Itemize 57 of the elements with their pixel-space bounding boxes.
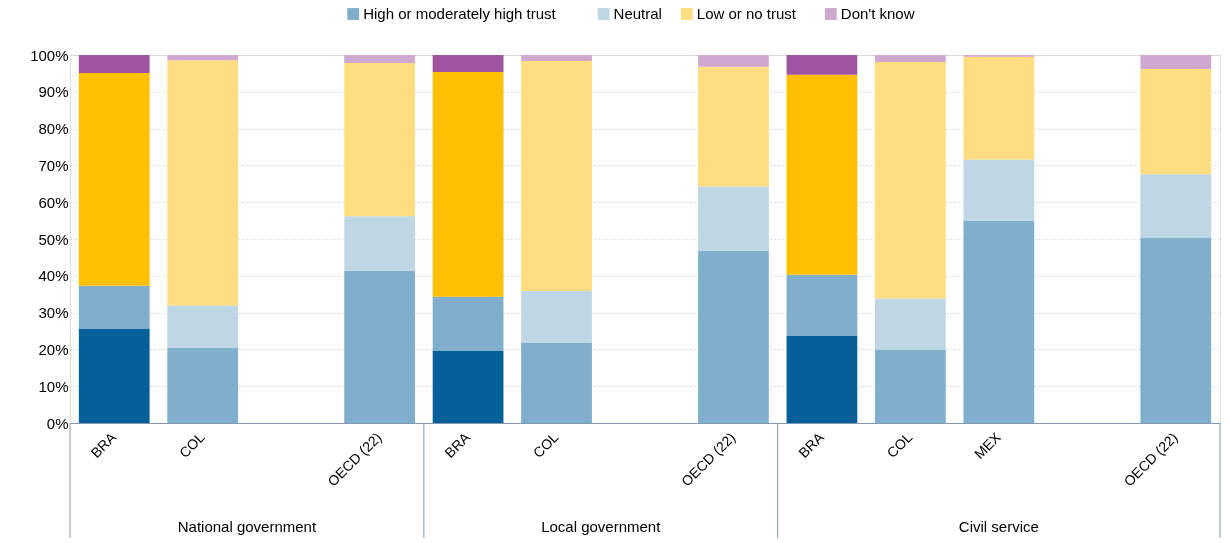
y-tick-label: 40%	[38, 267, 69, 285]
legend-label: Neutral	[613, 5, 662, 22]
x-tick-label: COL	[175, 428, 208, 461]
bar	[432, 350, 504, 423]
bar	[521, 342, 592, 423]
bar	[167, 347, 239, 423]
bar	[1140, 68, 1212, 175]
text: Local government	[541, 518, 662, 535]
bar	[344, 270, 415, 423]
text: Civil service	[958, 518, 1039, 535]
bar	[786, 74, 858, 275]
y-tick-label: 10%	[38, 377, 69, 395]
y-tick-label: 0%	[46, 414, 69, 432]
legend-label: Low or no trust	[696, 5, 797, 22]
bar	[432, 55, 504, 72]
bar	[875, 55, 946, 62]
bar	[344, 63, 415, 217]
x-tick-label: COL	[529, 428, 562, 461]
bar	[875, 298, 946, 350]
bar	[786, 55, 858, 75]
bar	[698, 55, 769, 67]
bar	[167, 55, 239, 61]
x-tick-label: COL	[883, 428, 916, 461]
bar	[521, 60, 592, 291]
y-tick-label: 30%	[38, 304, 69, 322]
bar	[698, 250, 769, 423]
bar	[78, 73, 150, 286]
y-tick-label: 20%	[38, 340, 69, 358]
y-tick-label: 80%	[38, 120, 69, 138]
y-tick-label: 60%	[38, 193, 69, 211]
bar	[167, 305, 239, 348]
bar	[167, 60, 239, 306]
bar	[963, 220, 1035, 423]
y-tick-label: 90%	[38, 83, 69, 101]
bar	[1140, 55, 1212, 69]
y-tick-label: 100%	[30, 46, 69, 64]
bar	[786, 335, 858, 423]
bar	[432, 71, 504, 297]
bar	[963, 159, 1035, 221]
bar	[521, 55, 592, 61]
bar	[78, 328, 150, 423]
text: National government	[177, 518, 317, 535]
bar	[78, 55, 150, 74]
y-tick-label: 70%	[38, 156, 69, 174]
bar	[521, 290, 592, 343]
bar	[698, 66, 769, 187]
bar	[1140, 237, 1212, 423]
bar	[1140, 174, 1212, 238]
bar	[875, 61, 946, 299]
bar	[698, 186, 769, 251]
bar	[963, 56, 1035, 160]
bar	[344, 55, 415, 64]
bar	[875, 349, 946, 423]
legend-label: High or moderately high trust	[363, 5, 557, 22]
bar	[344, 216, 415, 271]
y-tick-label: 50%	[38, 230, 69, 248]
legend-label: Don't know	[840, 5, 915, 22]
